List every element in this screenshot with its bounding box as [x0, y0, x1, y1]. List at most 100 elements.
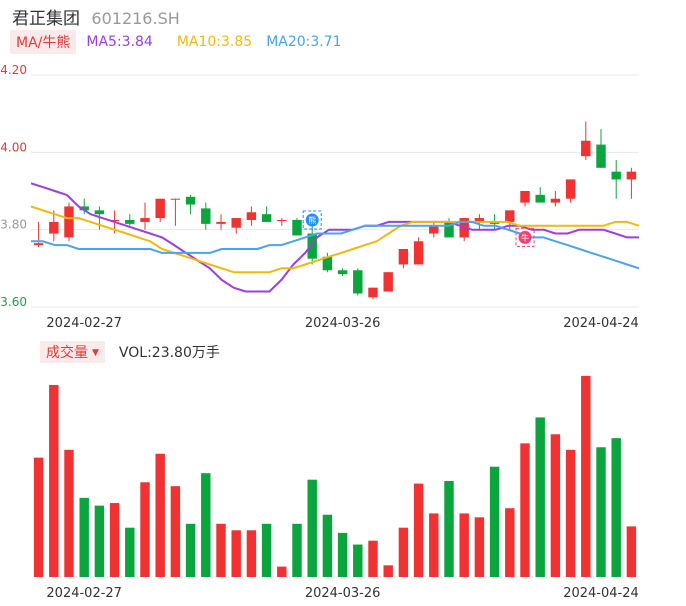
- candle-body: [444, 221, 454, 238]
- volume-indicator-selector[interactable]: 成交量 ▼: [40, 341, 105, 363]
- candle-body: [307, 233, 317, 259]
- volume-bar: [33, 457, 44, 577]
- candle-body: [170, 198, 181, 200]
- volume-bar: [246, 530, 257, 577]
- candle-body: [413, 241, 424, 265]
- volume-bar: [413, 483, 424, 577]
- bull-marker: 牛: [515, 227, 535, 247]
- stock-title: 君正集团 601216.SH: [12, 4, 180, 29]
- candle-body: [185, 196, 196, 205]
- volume-bar: [581, 375, 591, 577]
- candle-body: [277, 220, 287, 221]
- ma20-legend: MA20:3.71: [266, 34, 342, 50]
- volume-bar: [94, 505, 105, 577]
- candle-body: [353, 270, 363, 294]
- candle-body: [535, 194, 545, 203]
- volume-bar: [626, 526, 637, 577]
- candle-body: [109, 220, 120, 221]
- volume-bar: [109, 503, 120, 577]
- candle-body: [292, 220, 302, 236]
- volume-bar: [368, 540, 378, 577]
- ma10-legend: MA10:3.85: [176, 34, 253, 50]
- dropdown-triangle-icon: ▼: [92, 348, 99, 358]
- volume-date-tick-label: 2024-03-26: [305, 586, 381, 601]
- volume-bar: [535, 417, 545, 577]
- volume-bar: [489, 466, 500, 577]
- volume-bar: [277, 566, 287, 577]
- price-tick-label: 4.00: [0, 140, 27, 154]
- volume-bar: [185, 523, 196, 577]
- ma5-line: [30, 182, 639, 293]
- volume-bar: [596, 447, 606, 577]
- volume-bar: [383, 565, 393, 577]
- date-tick-label: 2024-02-27: [46, 316, 122, 331]
- marker-frame: [302, 210, 322, 230]
- volume-bar: [474, 517, 485, 577]
- candle-body: [49, 221, 59, 234]
- volume-bar: [322, 514, 333, 577]
- candle-body: [474, 218, 485, 222]
- volume-bar: [337, 532, 348, 577]
- volume-bar: [231, 530, 241, 577]
- stock-name: 君正集团: [12, 9, 80, 29]
- volume-bar: [353, 544, 363, 577]
- candle-body: [383, 272, 393, 292]
- volume-date-tick-label: 2024-04-24: [563, 586, 639, 601]
- volume-indicator-label: 成交量: [46, 345, 88, 361]
- volume-bar: [565, 449, 576, 577]
- volume-bar: [398, 527, 409, 577]
- date-tick-label: 2024-04-24: [563, 316, 639, 331]
- marker-dot: [518, 230, 532, 244]
- candle-body: [79, 206, 89, 211]
- volume-value: VOL:23.80万手: [118, 345, 220, 361]
- volume-bar: [444, 480, 454, 577]
- volume-bar: [520, 443, 530, 577]
- candle-body: [125, 220, 135, 224]
- candle-body: [155, 198, 165, 219]
- marker-dot: [305, 213, 319, 227]
- volume-bar: [261, 523, 272, 577]
- volume-bar: [79, 497, 89, 577]
- volume-date-tick-label: 2024-02-27: [46, 586, 122, 601]
- candle-body: [231, 218, 241, 228]
- candle-body: [337, 270, 348, 275]
- candle-body: [520, 191, 530, 203]
- price-tick-label: 4.20: [0, 63, 27, 77]
- candle-body: [140, 218, 150, 222]
- volume-bar: [307, 479, 317, 577]
- volume-bar: [459, 513, 469, 577]
- candle-body: [626, 171, 637, 180]
- ma-legend: MA/牛熊 MA5:3.84 MA10:3.85 MA20:3.71: [10, 30, 342, 54]
- candle-body: [201, 208, 211, 224]
- candle-body: [596, 144, 606, 168]
- candle-body: [33, 243, 44, 246]
- candle-body: [611, 171, 621, 180]
- candle-body: [246, 212, 257, 220]
- marker-label: 牛: [521, 232, 529, 242]
- marker-frame: [515, 227, 535, 247]
- candle-body: [368, 287, 378, 298]
- volume-legend: 成交量 ▼ VOL:23.80万手: [40, 341, 220, 363]
- date-tick-label: 2024-03-26: [305, 316, 381, 331]
- volume-bar: [155, 453, 165, 577]
- candle-body: [581, 140, 591, 157]
- volume-bar: [201, 473, 211, 577]
- volume-bar: [140, 482, 150, 577]
- marker-label: 熊: [308, 215, 316, 225]
- candle-body: [398, 249, 409, 265]
- volume-bar: [170, 486, 181, 577]
- volume-bar: [611, 438, 621, 577]
- ma-indicator-selector[interactable]: MA/牛熊: [10, 30, 77, 54]
- volume-bar: [292, 523, 302, 577]
- stock-code: 601216.SH: [91, 9, 180, 28]
- candle-body: [322, 256, 333, 271]
- candle-body: [565, 179, 576, 199]
- bear-marker: 熊: [302, 210, 322, 230]
- ma10-line: [30, 205, 640, 274]
- candle-body: [216, 221, 226, 224]
- volume-bar: [64, 449, 74, 577]
- candle-body: [429, 225, 439, 234]
- ma20-line: [31, 220, 640, 270]
- price-tick-label: 3.80: [0, 218, 27, 232]
